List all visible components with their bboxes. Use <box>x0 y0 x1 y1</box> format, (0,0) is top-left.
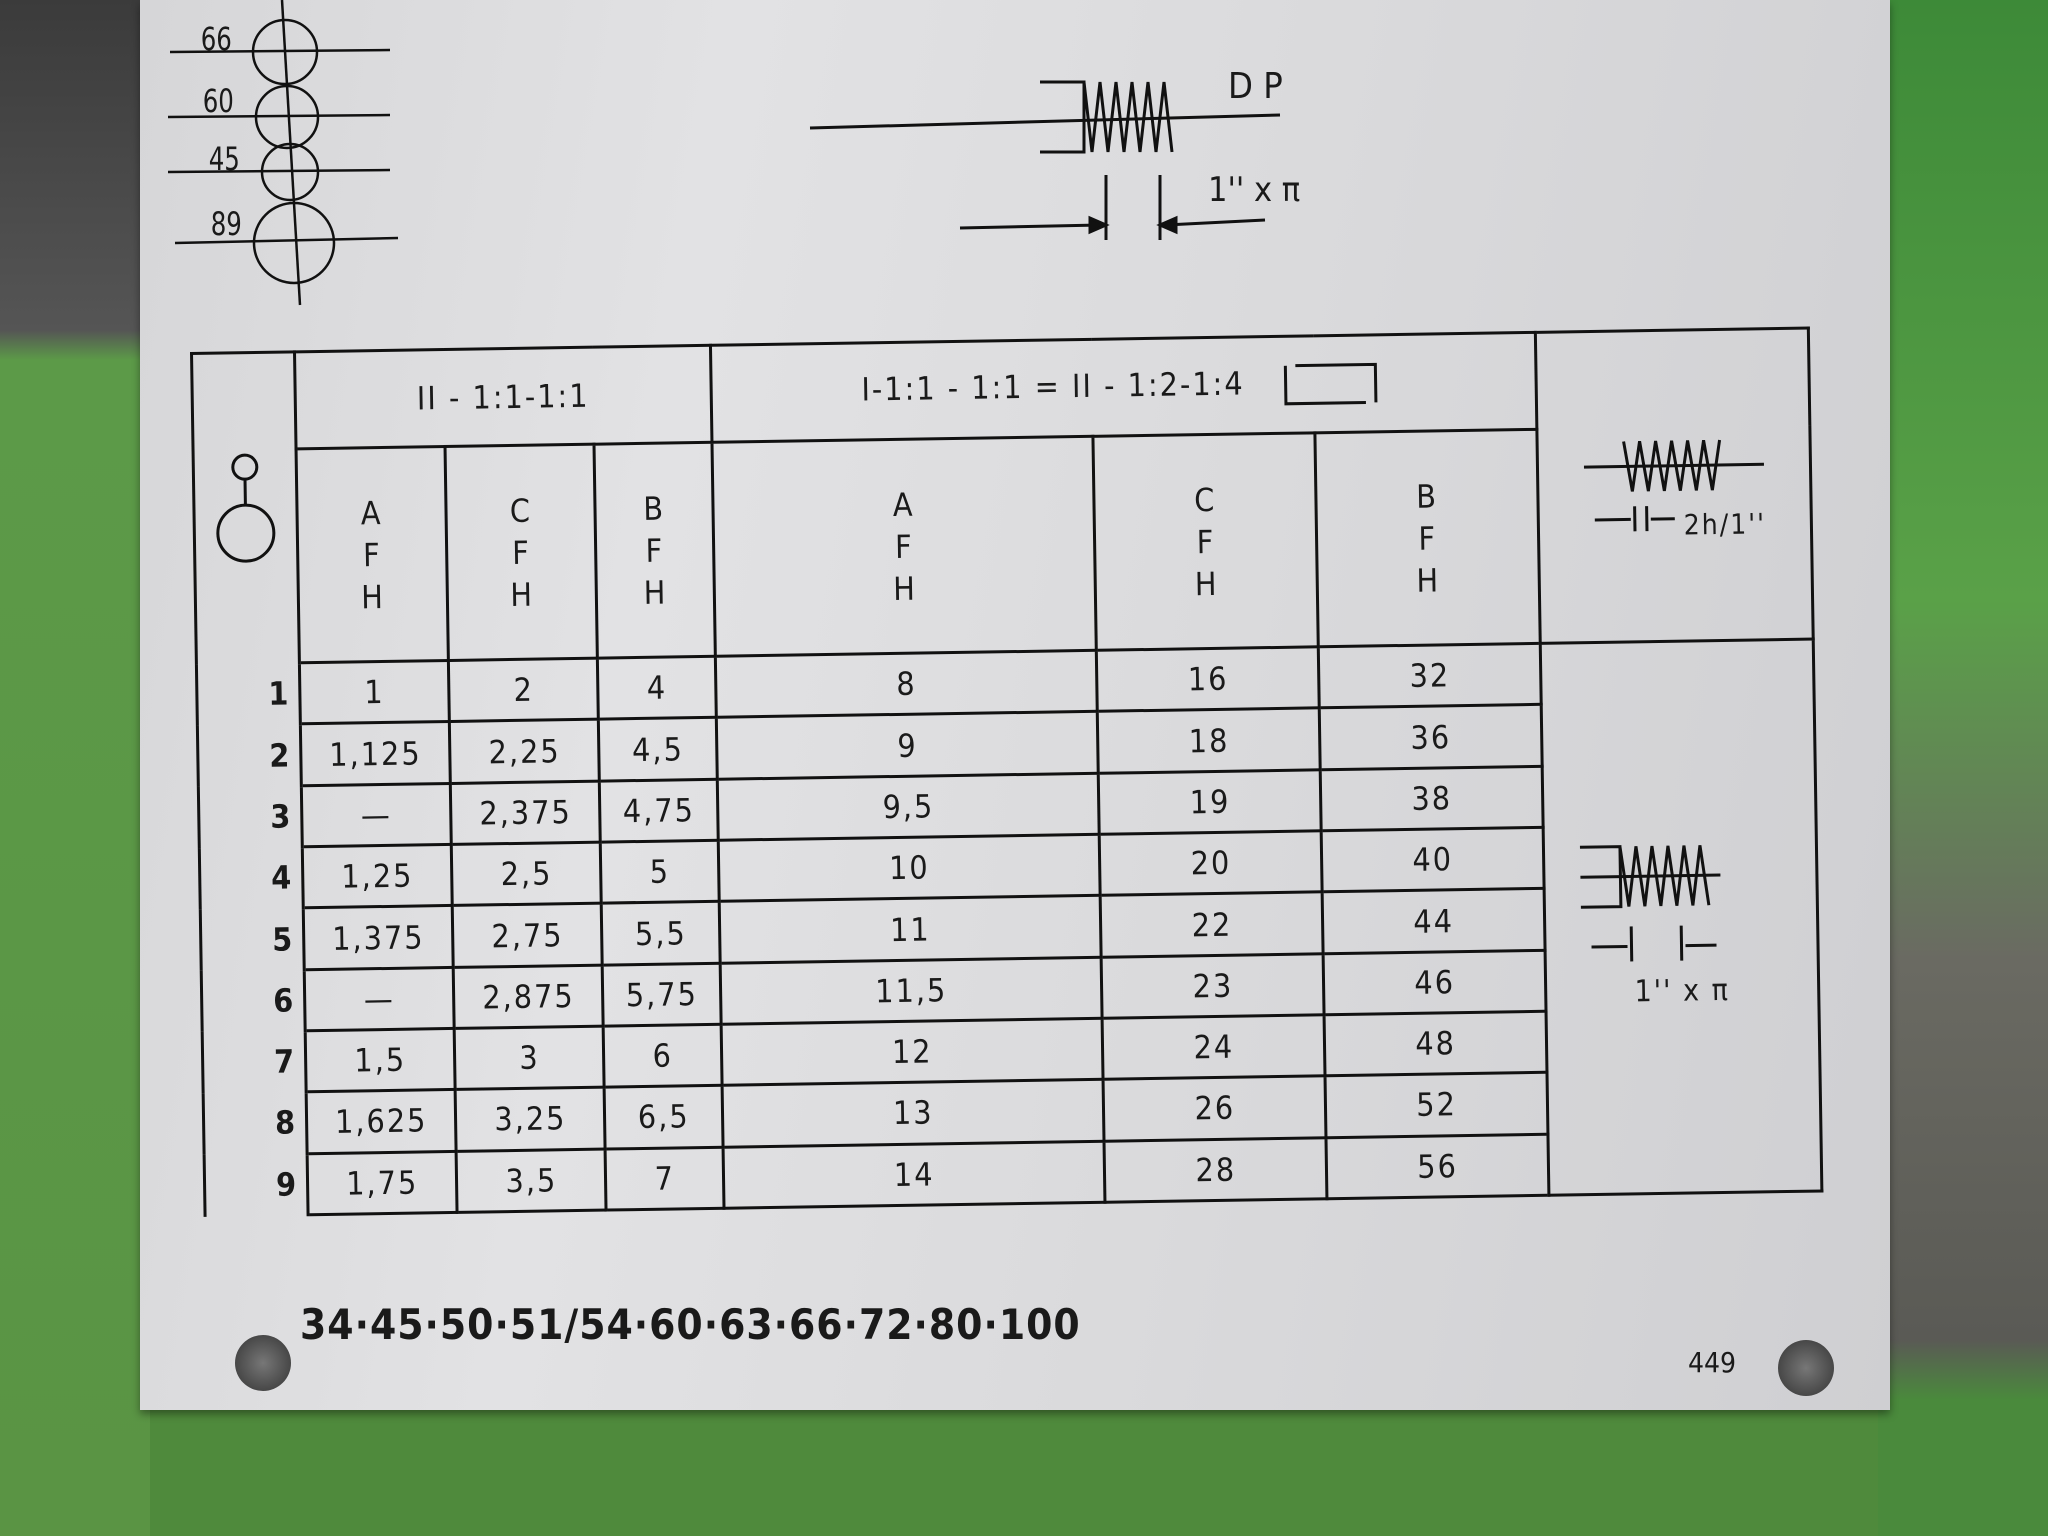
thread-icon-cell: 1'' x π <box>1540 639 1822 1196</box>
pitch-value: 52 <box>1325 1072 1548 1138</box>
pitch-value: 5 <box>600 840 720 904</box>
machine-background-left <box>0 0 150 1536</box>
pitch-value: 11,5 <box>720 956 1103 1025</box>
pitch-value: 26 <box>1103 1076 1327 1141</box>
pitch-value: 12 <box>720 1018 1104 1086</box>
direction-arrows-icon <box>1284 362 1378 406</box>
pitch-value: 2,5 <box>451 842 602 906</box>
pitch-value: 4,5 <box>598 717 718 781</box>
pitch-value: 1,375 <box>303 905 454 970</box>
pitch-value: 6,5 <box>604 1085 723 1149</box>
pitch-value: 1,5 <box>305 1028 456 1093</box>
pitch-value: 8 <box>715 650 1098 718</box>
pitch-value: 1,125 <box>300 721 451 786</box>
pitch-value: 44 <box>1322 888 1546 954</box>
row-number: 8 <box>203 1092 308 1155</box>
pitch-value: 24 <box>1102 1014 1326 1080</box>
machine-background-right <box>1878 0 2048 1536</box>
pitch-value: 28 <box>1104 1137 1328 1203</box>
pitch-value: 9 <box>716 711 1099 779</box>
pitch-value: 3,25 <box>455 1087 606 1152</box>
pitch-value: 20 <box>1099 830 1323 896</box>
pitch-value: 7 <box>605 1146 724 1211</box>
pitch-value: 32 <box>1318 643 1542 709</box>
gear-label: 60 <box>202 82 234 120</box>
screw-icon <box>235 1335 291 1391</box>
pitch-value: 2,375 <box>450 780 601 845</box>
pitch-value: 5,5 <box>601 901 721 965</box>
row-number: 2 <box>197 724 302 788</box>
gearbox-lever-icon <box>191 351 300 665</box>
pitch-value: 2,25 <box>449 719 600 784</box>
row-number: 6 <box>201 969 306 1033</box>
gear-label: 45 <box>208 140 240 178</box>
pitch-value: 10 <box>718 834 1101 902</box>
pitch-value: 23 <box>1101 953 1325 1019</box>
row-number: 9 <box>204 1153 309 1217</box>
gear-label: 89 <box>210 205 242 243</box>
row-number: 4 <box>199 846 304 910</box>
pitch-value: 4,75 <box>599 778 719 843</box>
gear-label: 66 <box>200 20 232 58</box>
pitch-value: — <box>304 967 455 1031</box>
gear-train-diagram <box>167 0 399 306</box>
screw-icon <box>1778 1340 1834 1396</box>
pitch-value: 4 <box>597 656 717 720</box>
plate-code: 449 <box>1688 1346 1737 1379</box>
pitch-value: 13 <box>721 1079 1105 1147</box>
pitch-value: 22 <box>1100 892 1324 957</box>
pitch-value: 5,75 <box>602 962 721 1027</box>
pitch-value: 6 <box>603 1024 722 1088</box>
pitch-value: 1 <box>299 660 450 725</box>
row-number: 1 <box>196 662 301 726</box>
pitch-value: 11 <box>719 895 1102 963</box>
pitch-value: 36 <box>1319 704 1543 770</box>
pitch-value: 48 <box>1324 1011 1547 1077</box>
thread-2h-icon <box>1583 439 1764 531</box>
pitch-value: — <box>301 783 452 847</box>
change-gears-list: 34·45·50·51/54·60·63·66·72·80·100 <box>300 1300 1081 1349</box>
group-header-i-ii-text: I-1:1 - 1:1 = II - 1:2-1:4 <box>861 364 1245 409</box>
pitch-value: 16 <box>1096 646 1320 712</box>
group-header-i-ii: I-1:1 - 1:1 = II - 1:2-1:4 <box>710 332 1537 443</box>
pitch-value: 14 <box>722 1140 1106 1209</box>
pitch-value: 46 <box>1323 949 1547 1015</box>
row-number: 5 <box>200 908 305 972</box>
pitch-value: 1,625 <box>306 1089 457 1154</box>
pitch-value: 9,5 <box>717 772 1100 841</box>
pitch-value: 56 <box>1326 1133 1549 1199</box>
table-row: 1 1 2 4 8 16 32 1'' x π <box>196 639 1822 1196</box>
thread-diagram-icon <box>809 80 1281 240</box>
thread-pitch-table: II - 1:1-1:1 I-1:1 - 1:1 = II - 1:2-1:4 … <box>190 327 1823 1218</box>
pitch-value: 2,75 <box>452 903 603 968</box>
pitch-value: 3 <box>454 1026 605 1090</box>
pitch-value: 1,75 <box>307 1151 458 1215</box>
thread-lead-label: 1'' x π <box>1634 972 1731 1010</box>
thread-chart-plate <box>140 0 1890 1410</box>
pitch-value: 3,5 <box>456 1148 607 1213</box>
pitch-value: 2 <box>448 658 599 722</box>
thread-pitch-icon-cell: 2h/1'' <box>1535 328 1814 644</box>
pitch-value: 40 <box>1321 827 1545 893</box>
pitch-value: 1,25 <box>302 844 453 909</box>
row-number: 3 <box>198 785 303 849</box>
row-number: 7 <box>202 1030 307 1094</box>
pitch-value: 18 <box>1097 708 1321 773</box>
thread-lead-icon <box>1579 845 1721 962</box>
pitch-label: 1'' x π <box>1208 170 1301 210</box>
group-header-ii: II - 1:1-1:1 <box>294 345 712 450</box>
pitch-value: 19 <box>1098 769 1322 835</box>
pitch-value: 2,875 <box>453 964 604 1029</box>
pitch-value: 38 <box>1320 766 1544 831</box>
dp-label: D P <box>1228 66 1283 107</box>
